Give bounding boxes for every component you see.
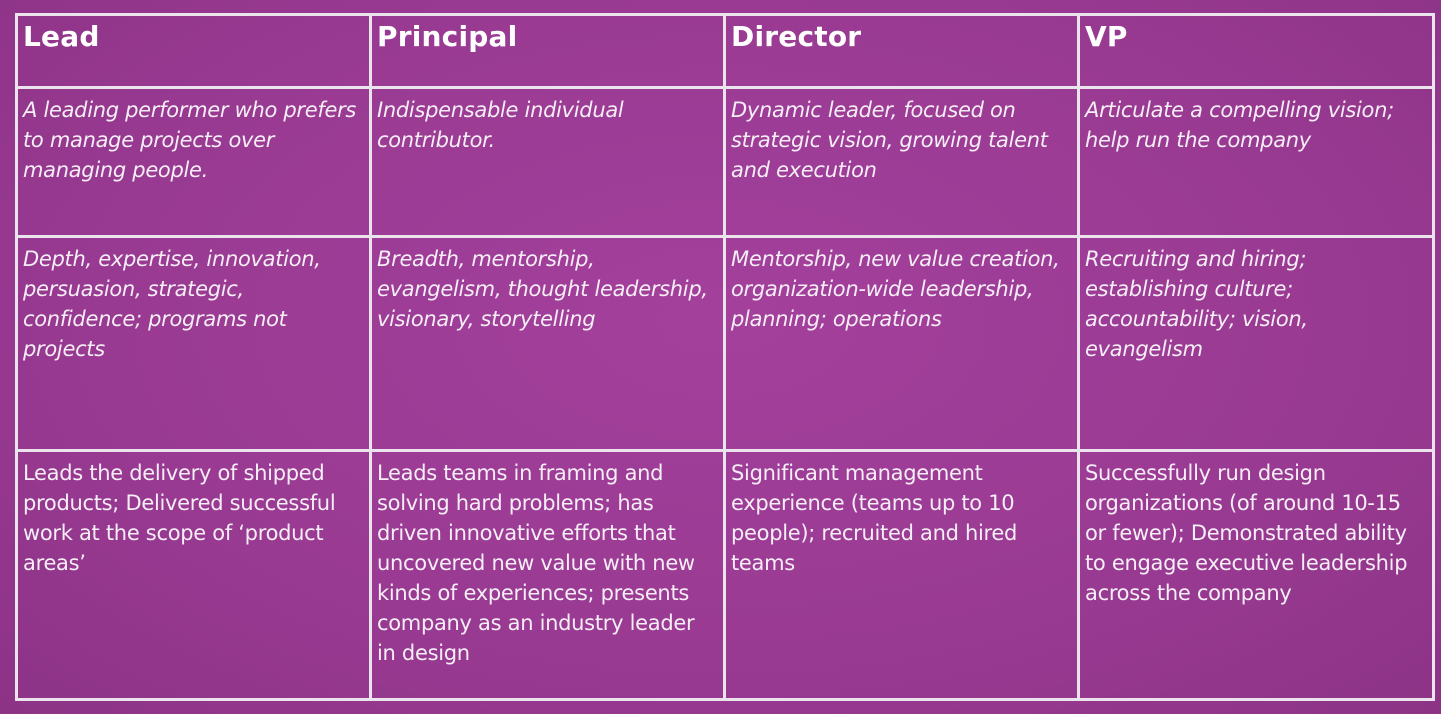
skills-row: Depth, expertise, innovation, persuasion… [15,235,1435,452]
experience-principal: Leads teams in framing and solving hard … [369,449,726,701]
experience-lead: Leads the delivery of shipped products; … [15,449,372,701]
skills-principal: Breadth, mentorship, evangelism, thought… [369,235,726,452]
experience-row: Leads the delivery of shipped products; … [15,449,1435,701]
description-principal: Indispensable individual contributor. [369,86,726,238]
description-vp: Articulate a compelling vision; help run… [1077,86,1435,238]
career-levels-table: Lead Principal Director VP A leading per… [15,13,1435,701]
experience-director: Significant management experience (teams… [723,449,1080,701]
header-director: Director [723,13,1080,89]
experience-vp: Successfully run design organizations (o… [1077,449,1435,701]
description-row: A leading performer who prefers to manag… [15,86,1435,238]
description-director: Dynamic leader, focused on strategic vis… [723,86,1080,238]
description-lead: A leading performer who prefers to manag… [15,86,372,238]
skills-vp: Recruiting and hiring; establishing cult… [1077,235,1435,452]
header-lead: Lead [15,13,372,89]
skills-director: Mentorship, new value creation, organiza… [723,235,1080,452]
header-vp: VP [1077,13,1435,89]
skills-lead: Depth, expertise, innovation, persuasion… [15,235,372,452]
header-row: Lead Principal Director VP [15,13,1435,89]
header-principal: Principal [369,13,726,89]
